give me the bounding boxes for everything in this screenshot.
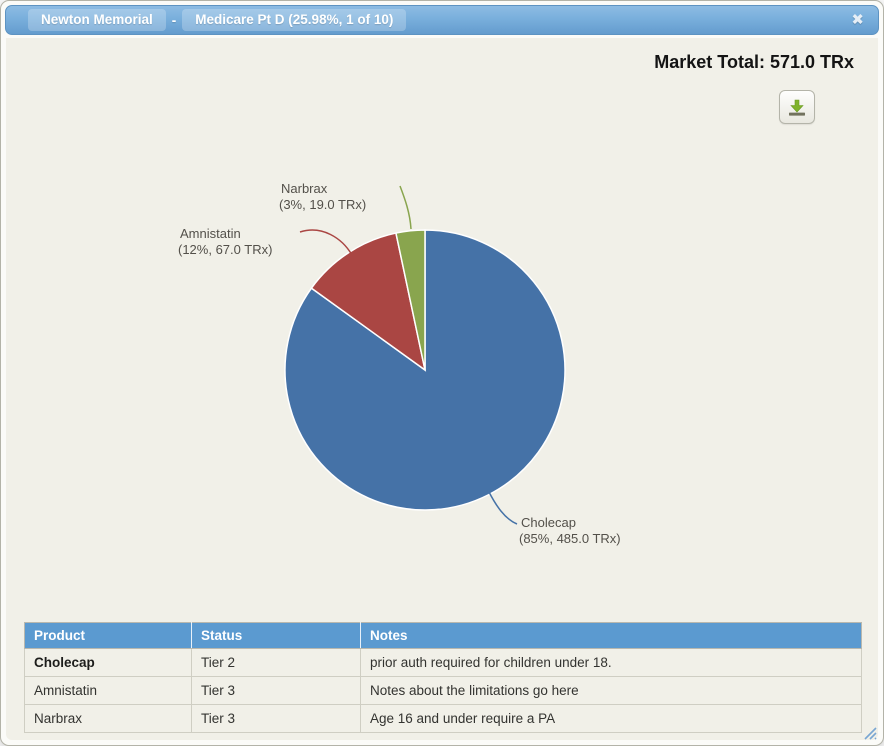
table-header-row: Product Status Notes xyxy=(24,622,862,649)
pie-label-name: Amnistatin xyxy=(180,226,241,241)
cell-notes: Age 16 and under require a PA xyxy=(360,704,862,733)
formulary-table: Product Status Notes Cholecap Tier 2 pri… xyxy=(24,622,862,733)
cell-notes: Notes about the limitations go here xyxy=(360,676,862,705)
pie-label-name: Narbrax xyxy=(281,181,328,196)
cell-status: Tier 3 xyxy=(191,676,361,705)
pie-slice-amnistatin[interactable] xyxy=(310,232,427,372)
pie-slice-narbrax[interactable] xyxy=(395,229,426,371)
table-row-amnistatin: Amnistatin Tier 3 Notes about the limita… xyxy=(24,676,862,705)
pie-label-narbrax: Narbrax (3%, 19.0 TRx) xyxy=(279,181,366,213)
cell-status: Tier 3 xyxy=(191,704,361,733)
pie-label-value: (85%, 485.0 TRx) xyxy=(519,531,621,546)
column-header-status: Status xyxy=(191,622,361,649)
pie-label-value: (3%, 19.0 TRx) xyxy=(279,197,367,212)
close-icon[interactable]: ✖ xyxy=(851,11,864,29)
title-account: Newton Memorial xyxy=(28,9,166,31)
pie-label-cholecap: Cholecap (85%, 485.0 TRx) xyxy=(519,515,621,547)
cholecap-callout-line xyxy=(487,489,518,525)
dialog-titlebar[interactable]: Newton Memorial - Medicare Pt D (25.98%,… xyxy=(5,5,879,35)
download-icon xyxy=(789,99,805,116)
amnistatin-callout-line xyxy=(299,229,353,256)
narbrax-callout-line xyxy=(399,185,412,230)
pie-label-value: (12%, 67.0 TRx) xyxy=(178,242,273,257)
pie-label-amnistatin: Amnistatin (12%, 67.0 TRx) xyxy=(178,226,272,258)
cell-product: Cholecap xyxy=(24,648,192,677)
column-header-product: Product xyxy=(24,622,192,649)
pie-chart xyxy=(284,185,566,525)
cell-product: Narbrax xyxy=(24,704,192,733)
pie-label-name: Cholecap xyxy=(521,515,576,530)
cell-product: Amnistatin xyxy=(24,676,192,705)
cell-status: Tier 2 xyxy=(191,648,361,677)
table-row-narbrax: Narbrax Tier 3 Age 16 and under require … xyxy=(24,704,862,733)
title-separator: - xyxy=(171,12,177,28)
download-button[interactable] xyxy=(779,90,815,124)
market-total-label: Market Total: 571.0 TRx xyxy=(654,52,854,72)
resize-handle-icon[interactable] xyxy=(861,724,877,740)
column-header-notes: Notes xyxy=(360,622,862,649)
cell-notes: prior auth required for children under 1… xyxy=(360,648,862,677)
title-report: Medicare Pt D (25.98%, 1 of 10) xyxy=(182,9,407,31)
table-row-cholecap: Cholecap Tier 2 prior auth required for … xyxy=(24,648,862,677)
dialog-content: Market Total: 571.0 TRx Narbrax (3%, 19.… xyxy=(6,38,878,740)
